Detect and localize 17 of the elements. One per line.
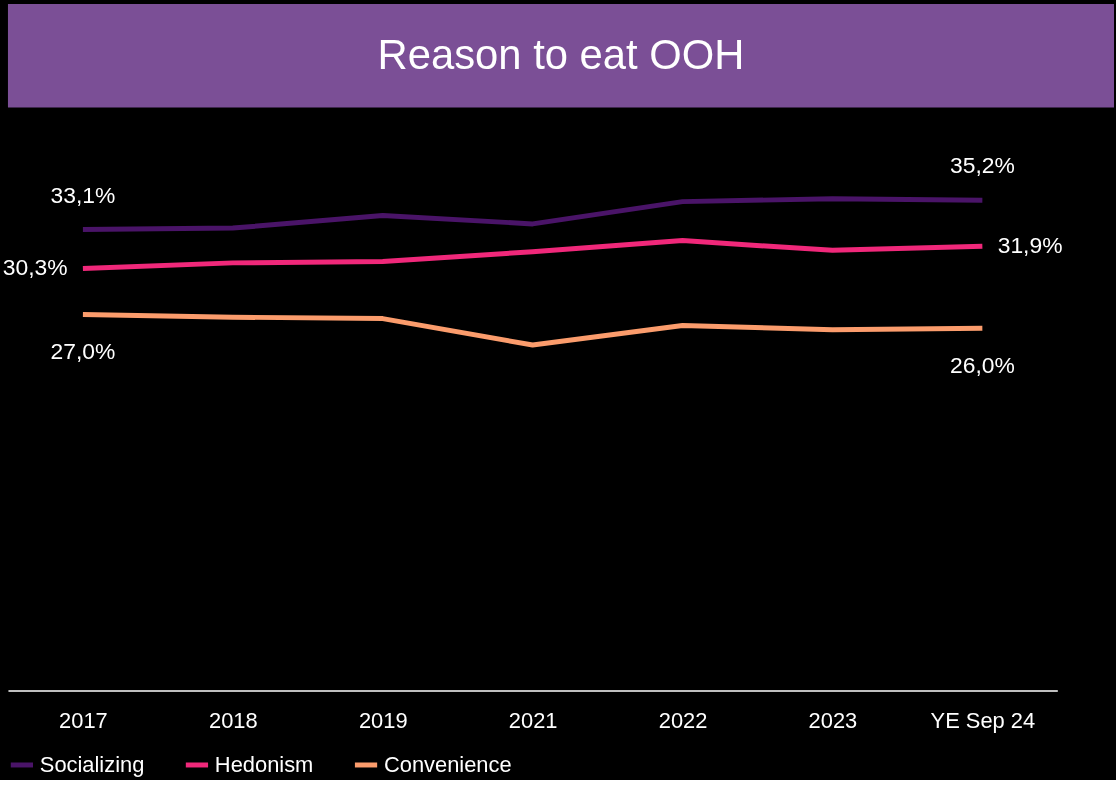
data-label: 33,1% [50,181,116,208]
data-label: 31,9% [997,232,1063,259]
data-label: 26,0% [949,352,1015,379]
chart-title: Reason to eat OOH [377,30,745,78]
legend-label: Hedonism [214,751,314,777]
data-label: 30,3% [2,254,68,281]
x-tick-label: 2019 [358,707,408,733]
x-tick-label: 2018 [208,707,258,733]
legend-label: Convenience [383,751,512,777]
x-tick-label: 2023 [808,707,858,733]
x-tick-label: 2022 [658,707,708,733]
data-label: 27,0% [50,338,116,365]
legend-label: Socializing [39,751,145,777]
x-tick-label: 2021 [508,707,558,733]
x-tick-label: 2017 [59,707,108,733]
x-tick-label: YE Sep 24 [930,707,1036,733]
data-label: 35,2% [949,152,1015,179]
